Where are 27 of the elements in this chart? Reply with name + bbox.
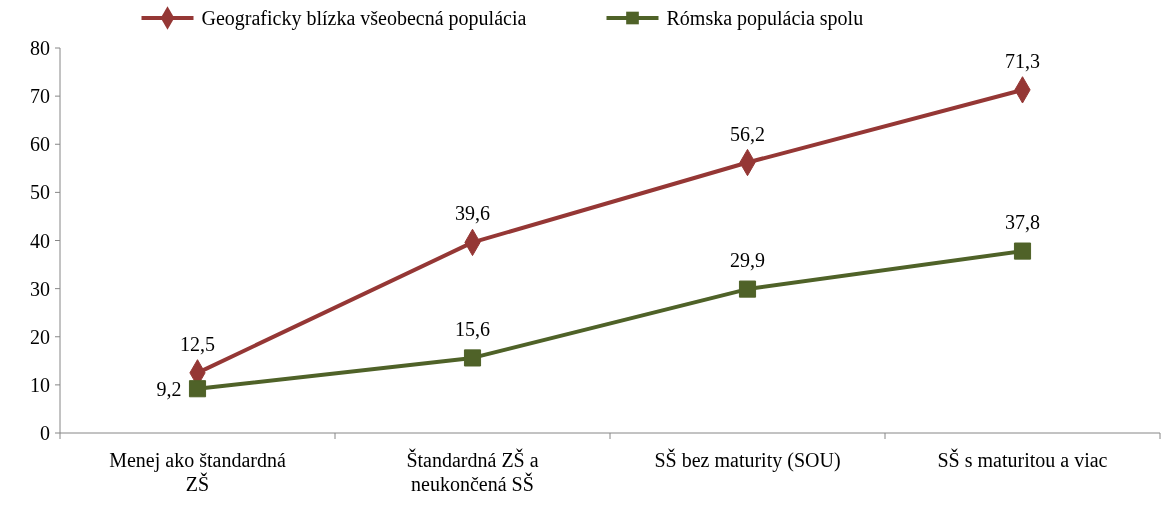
y-tick-label: 50 [30, 181, 50, 204]
point [1013, 242, 1032, 260]
data-label: 9,2 [156, 377, 182, 400]
legend-label: Rómska populácia spolu [666, 7, 864, 30]
y-tick-label: 40 [30, 229, 50, 252]
data-label: 56,2 [730, 122, 765, 145]
y-tick-label: 10 [30, 373, 50, 396]
legend-label: Geograficky blízka všeobecná populácia [201, 7, 527, 30]
y-tick-label: 60 [30, 133, 50, 156]
x-tick-label: Menej ako štandardná ZŠ [109, 449, 286, 495]
data-label: 71,3 [1005, 49, 1040, 72]
data-label: 12,5 [180, 332, 215, 355]
point [188, 380, 207, 398]
x-tick-label: Štandardná ZŠ a neukončená SŠ [406, 448, 539, 495]
data-label: 39,6 [455, 202, 490, 225]
y-tick-label: 80 [30, 37, 50, 59]
x-tick-label: SŠ s maturitou a viac [937, 448, 1108, 471]
y-tick-label: 70 [30, 85, 50, 108]
x-tick-label: SŠ bez maturity (SOU) [654, 448, 841, 472]
data-label: 29,9 [730, 249, 765, 272]
y-tick-label: 30 [30, 277, 50, 300]
point [738, 280, 757, 298]
data-label: 15,6 [455, 317, 490, 340]
point [463, 349, 482, 367]
y-tick-label: 20 [30, 325, 50, 348]
y-tick-label: 0 [40, 422, 50, 444]
data-label: 37,8 [1005, 211, 1040, 234]
